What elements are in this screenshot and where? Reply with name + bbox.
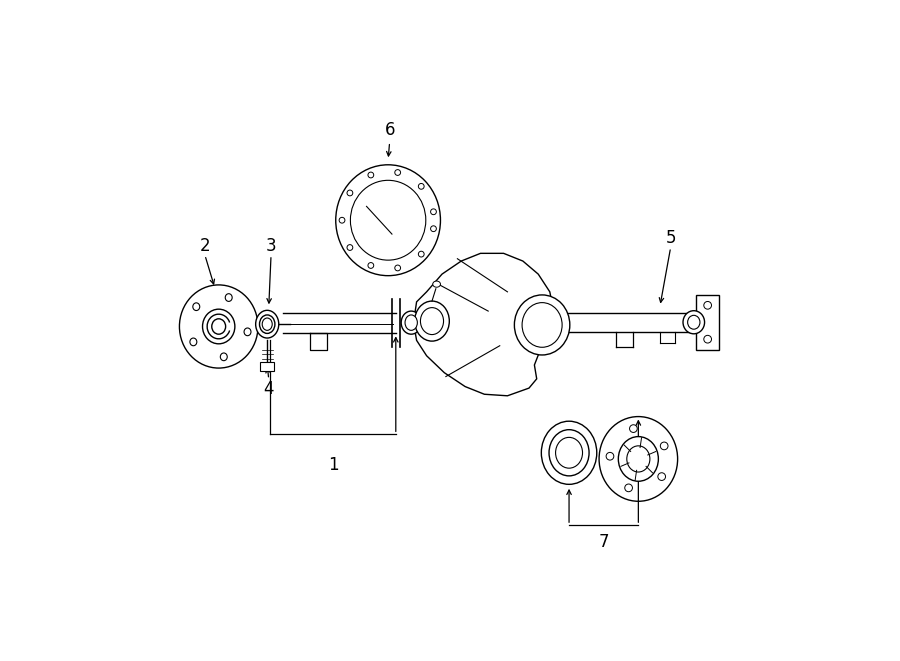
- Ellipse shape: [418, 251, 424, 257]
- Ellipse shape: [256, 310, 279, 338]
- Ellipse shape: [626, 446, 650, 472]
- Ellipse shape: [350, 180, 426, 260]
- Ellipse shape: [347, 245, 353, 251]
- Ellipse shape: [599, 416, 678, 501]
- Ellipse shape: [179, 285, 258, 368]
- Ellipse shape: [415, 301, 449, 341]
- Ellipse shape: [618, 437, 659, 481]
- Ellipse shape: [395, 265, 400, 271]
- Ellipse shape: [704, 335, 712, 343]
- Ellipse shape: [202, 309, 235, 344]
- Ellipse shape: [661, 442, 668, 449]
- Ellipse shape: [625, 484, 633, 492]
- Ellipse shape: [688, 315, 700, 329]
- Polygon shape: [413, 253, 554, 396]
- Polygon shape: [696, 295, 719, 350]
- Ellipse shape: [418, 184, 424, 189]
- Text: 6: 6: [384, 122, 395, 139]
- Ellipse shape: [606, 452, 614, 460]
- Text: 1: 1: [328, 456, 338, 474]
- Text: 2: 2: [200, 237, 211, 255]
- Ellipse shape: [433, 281, 440, 288]
- Ellipse shape: [190, 338, 197, 346]
- Ellipse shape: [244, 328, 251, 336]
- Text: 3: 3: [266, 237, 276, 255]
- Text: 4: 4: [264, 379, 274, 398]
- Ellipse shape: [430, 226, 436, 231]
- Ellipse shape: [401, 311, 421, 334]
- Ellipse shape: [225, 293, 232, 301]
- Ellipse shape: [220, 353, 227, 361]
- Ellipse shape: [555, 438, 582, 468]
- Ellipse shape: [541, 421, 597, 485]
- Ellipse shape: [193, 303, 200, 311]
- Ellipse shape: [658, 473, 665, 481]
- Ellipse shape: [395, 170, 400, 175]
- Ellipse shape: [347, 190, 353, 196]
- Ellipse shape: [704, 301, 712, 309]
- Ellipse shape: [405, 315, 418, 330]
- Ellipse shape: [368, 262, 373, 268]
- Ellipse shape: [212, 319, 226, 334]
- Ellipse shape: [336, 165, 440, 276]
- Ellipse shape: [259, 315, 274, 333]
- Ellipse shape: [262, 318, 272, 330]
- Ellipse shape: [522, 303, 562, 347]
- Ellipse shape: [339, 217, 345, 223]
- Ellipse shape: [368, 172, 373, 178]
- Ellipse shape: [549, 430, 590, 476]
- Ellipse shape: [430, 209, 436, 215]
- Ellipse shape: [683, 311, 705, 334]
- Text: 5: 5: [665, 229, 676, 247]
- Text: 7: 7: [598, 533, 609, 551]
- Ellipse shape: [420, 307, 444, 334]
- Ellipse shape: [630, 425, 637, 432]
- Ellipse shape: [515, 295, 570, 355]
- FancyBboxPatch shape: [260, 362, 274, 371]
